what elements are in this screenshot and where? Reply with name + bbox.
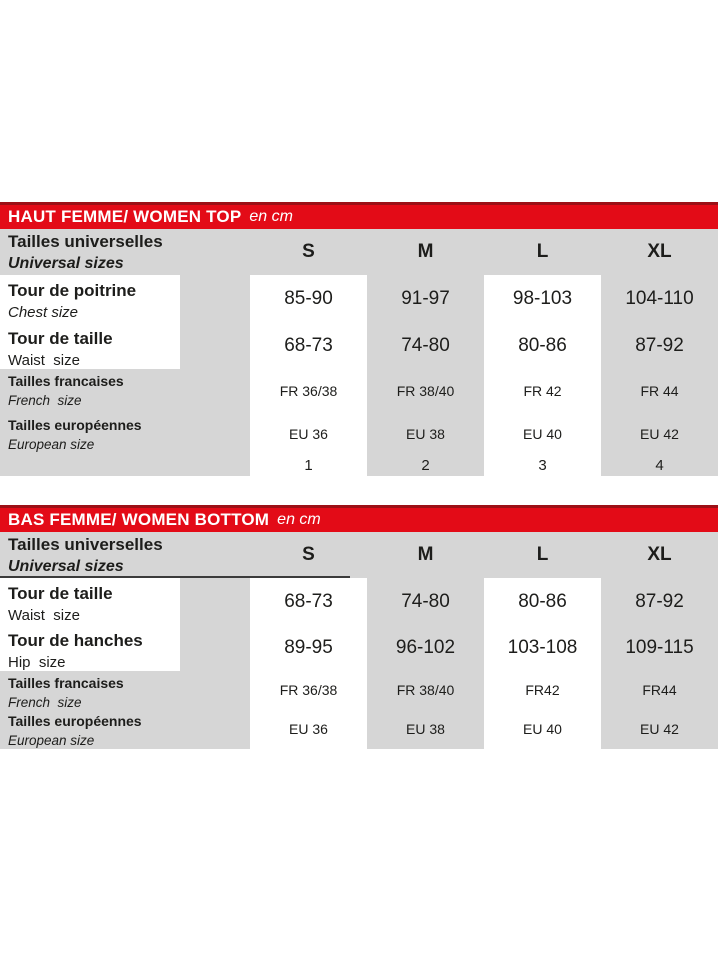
- size-row-french: Tailles francaises French size FR 36/38 …: [0, 369, 718, 413]
- row-label: Tailles européennes European size: [0, 413, 250, 455]
- table-header-row: Tailles universelles Universal sizes S M…: [0, 229, 718, 275]
- row-label: Tailles européennes European size: [0, 709, 250, 749]
- col-header-s: S: [302, 544, 315, 565]
- size-row-chest: Tour de poitrine Chest size 85-90 91-97 …: [0, 275, 718, 323]
- size-cell: EU 42: [601, 709, 718, 749]
- size-cell: FR42: [484, 671, 601, 709]
- table-unit: en cm: [249, 208, 293, 225]
- row-label: Tailles francaises French size: [0, 671, 250, 709]
- row-label: Tour de taille Waist size: [0, 578, 250, 625]
- size-cell: 74-80: [367, 578, 484, 625]
- table-title: HAUT FEMME/ WOMEN TOP: [8, 207, 242, 226]
- size-row-waist: Tour de taille Waist size 68-73 74-80 80…: [0, 578, 718, 625]
- col-header-l: L: [536, 241, 549, 262]
- row-label: [0, 455, 250, 476]
- size-cell: 4: [601, 455, 718, 476]
- size-cell: FR 44: [601, 369, 718, 413]
- col-header-s: S: [302, 241, 315, 262]
- size-cell: 96-102: [367, 625, 484, 671]
- table-title-bar: BAS FEMME/ WOMEN BOTTOM en cm: [0, 505, 718, 532]
- row-label-fr: Tour de taille: [8, 584, 113, 603]
- size-cell: EU 42: [601, 413, 718, 455]
- size-cell: 89-95: [250, 625, 367, 671]
- header-underline: [0, 576, 350, 578]
- size-cell: EU 40: [484, 709, 601, 749]
- size-row-hip: Tour de hanches Hip size 89-95 96-102 10…: [0, 625, 718, 671]
- header-label-en: Universal sizes: [8, 558, 124, 575]
- table-body: Tour de taille Waist size 68-73 74-80 80…: [0, 578, 718, 749]
- size-cell: 85-90: [250, 275, 367, 323]
- size-cell: 103-108: [484, 625, 601, 671]
- row-label: Tour de hanches Hip size: [0, 625, 250, 671]
- size-cell: EU 36: [250, 709, 367, 749]
- row-label-fr: Tour de taille: [8, 329, 113, 348]
- row-label-en: European size: [8, 437, 95, 452]
- size-cell: FR44: [601, 671, 718, 709]
- size-cell: 3: [484, 455, 601, 476]
- size-cell: EU 40: [484, 413, 601, 455]
- row-label-en: Waist size: [8, 352, 80, 369]
- row-label-fr: Tailles francaises: [8, 373, 124, 389]
- size-cell: 1: [250, 455, 367, 476]
- table-unit: en cm: [277, 511, 321, 528]
- size-row-french: Tailles francaises French size FR 36/38 …: [0, 671, 718, 709]
- size-cell: 68-73: [250, 323, 367, 369]
- row-label-en: Chest size: [8, 304, 79, 321]
- row-label-en: French size: [8, 695, 82, 709]
- size-cell: EU 38: [367, 709, 484, 749]
- row-label: Tour de poitrine Chest size: [0, 275, 250, 323]
- row-label: Tour de taille Waist size: [0, 323, 250, 369]
- col-header-m: M: [417, 241, 434, 262]
- col-header-xl: XL: [647, 241, 672, 262]
- size-cell: 80-86: [484, 578, 601, 625]
- row-label-en: Hip size: [8, 654, 66, 671]
- size-cell: 104-110: [601, 275, 718, 323]
- row-label-fr: Tailles francaises: [8, 675, 124, 691]
- size-cell: 91-97: [367, 275, 484, 323]
- header-label-en: Universal sizes: [8, 255, 124, 272]
- size-row-european: Tailles européennes European size EU 36 …: [0, 709, 718, 749]
- size-cell: EU 36: [250, 413, 367, 455]
- size-row-waist: Tour de taille Waist size 68-73 74-80 80…: [0, 323, 718, 369]
- size-cell: EU 38: [367, 413, 484, 455]
- size-cell: 87-92: [601, 323, 718, 369]
- size-cell: FR 38/40: [367, 369, 484, 413]
- header-label: Tailles universelles Universal sizes: [0, 532, 250, 578]
- col-header-l: L: [536, 544, 549, 565]
- size-cell: 87-92: [601, 578, 718, 625]
- size-cell: FR 36/38: [250, 671, 367, 709]
- size-cell: FR 42: [484, 369, 601, 413]
- row-label: Tailles francaises French size: [0, 369, 250, 413]
- size-cell: 98-103: [484, 275, 601, 323]
- size-table-women-bottom: BAS FEMME/ WOMEN BOTTOM en cm Tailles un…: [0, 505, 718, 749]
- size-cell: 74-80: [367, 323, 484, 369]
- size-row-european: Tailles européennes European size EU 36 …: [0, 413, 718, 455]
- size-table-women-top: HAUT FEMME/ WOMEN TOP en cm Tailles univ…: [0, 202, 718, 476]
- col-header-xl: XL: [647, 544, 672, 565]
- size-cell: FR 36/38: [250, 369, 367, 413]
- row-label-fr: Tailles européennes: [8, 417, 142, 433]
- size-cell: 68-73: [250, 578, 367, 625]
- row-label-fr: Tailles européennes: [8, 713, 142, 729]
- header-label-fr: Tailles universelles: [8, 232, 163, 251]
- header-label: Tailles universelles Universal sizes: [0, 229, 250, 275]
- row-label-en: European size: [8, 733, 95, 748]
- size-cell: 80-86: [484, 323, 601, 369]
- table-title-bar: HAUT FEMME/ WOMEN TOP en cm: [0, 202, 718, 229]
- row-label-fr: Tour de hanches: [8, 631, 143, 650]
- size-row-index: 1 2 3 4: [0, 455, 718, 476]
- table-title: BAS FEMME/ WOMEN BOTTOM: [8, 510, 270, 529]
- table-body: Tour de poitrine Chest size 85-90 91-97 …: [0, 275, 718, 476]
- size-cell: FR 38/40: [367, 671, 484, 709]
- row-label-en: Waist size: [8, 607, 80, 624]
- row-label-en: French size: [8, 393, 82, 408]
- size-cell: 109-115: [601, 625, 718, 671]
- size-cell: 2: [367, 455, 484, 476]
- header-label-fr: Tailles universelles: [8, 535, 163, 554]
- col-header-m: M: [417, 544, 434, 565]
- row-label-fr: Tour de poitrine: [8, 281, 137, 300]
- table-header-row: Tailles universelles Universal sizes S M…: [0, 532, 718, 578]
